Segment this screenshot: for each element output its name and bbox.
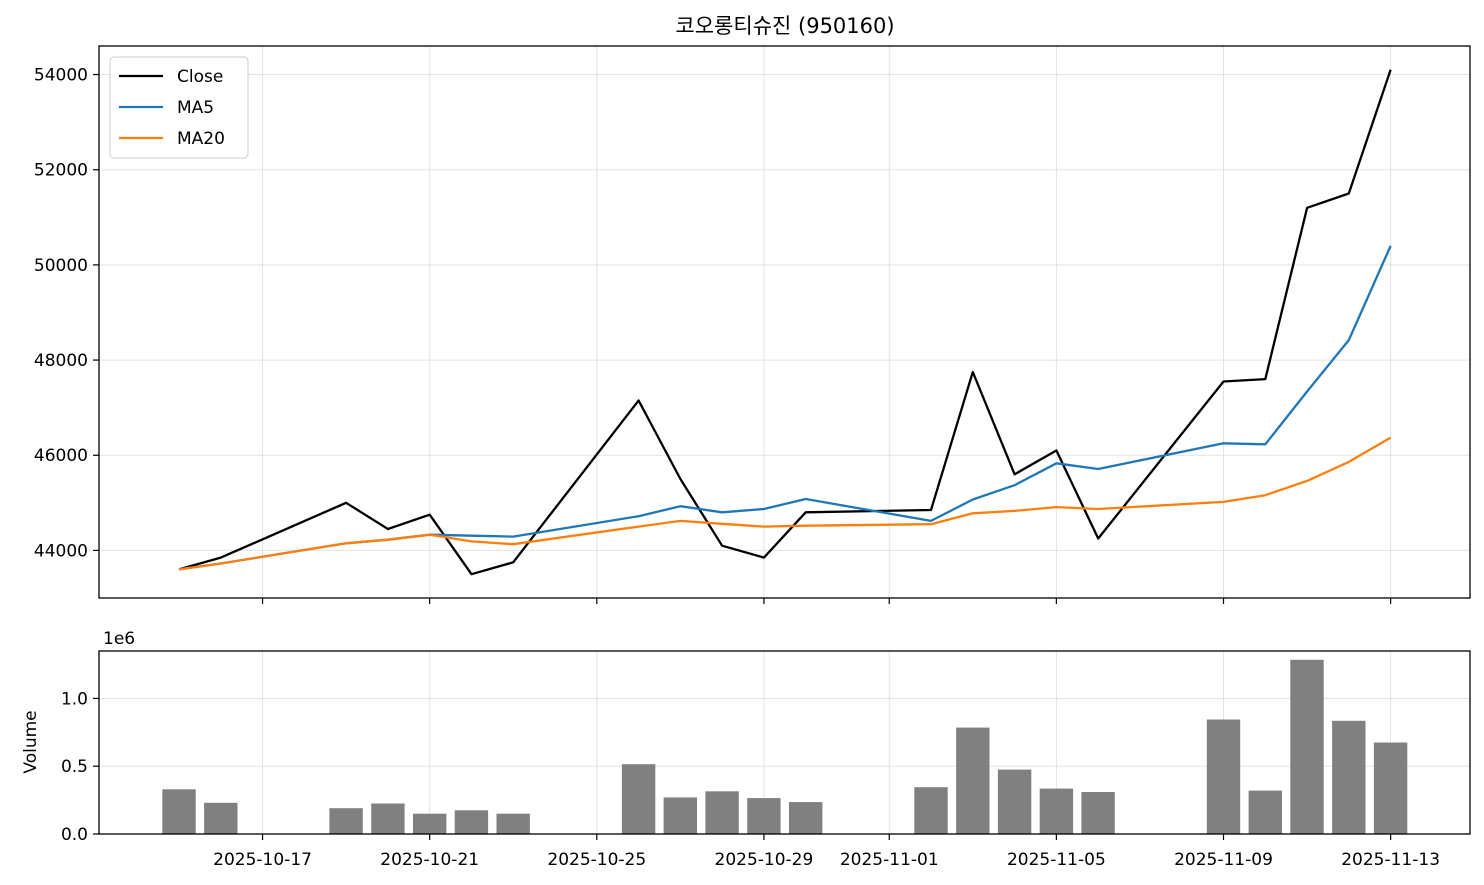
volume-ytick-label: 0.0 [61,825,88,845]
series-line-ma20 [178,436,1392,571]
price-ytick-label: 48000 [34,351,88,371]
price-lines [178,69,1392,576]
price-grid [99,46,1470,598]
volume-bar [1039,788,1074,834]
volume-xtick-label: 2025-10-21 [380,850,479,870]
volume-bar [204,802,238,834]
chart-title: 코오롱티슈진 (950160) [675,14,894,38]
volume-bar [1248,790,1282,834]
volume-bar [621,764,656,834]
volume-bar [1332,720,1366,834]
volume-bar [413,813,447,834]
volume-bar [956,727,990,834]
volume-bar [1206,719,1241,834]
volume-bar [705,791,739,834]
price-y-axis: 44000 46000 48000 50000 52000 54000 [34,66,99,561]
volume-bar [1081,792,1115,834]
volume-ytick-label: 1.0 [61,689,88,709]
volume-bar [454,810,489,834]
volume-xtick-label: 2025-10-29 [715,850,814,870]
volume-xtick-label: 2025-10-17 [213,850,312,870]
volume-xtick-label: 2025-11-01 [840,850,939,870]
price-plot-frame [98,45,1471,599]
volume-y-axis: 0.0 0.5 1.0 [61,689,99,845]
volume-axis-label: Volume [21,710,41,773]
volume-plot-frame [98,650,1471,835]
volume-xtick-label: 2025-10-25 [547,850,646,870]
price-x-ticks [261,598,1392,604]
volume-xtick-label: 2025-11-09 [1174,850,1273,870]
volume-xtick-label: 2025-11-13 [1341,850,1440,870]
volume-bar [329,808,363,834]
volume-bar [371,803,405,834]
volume-bar [663,797,697,834]
series-line-close [178,69,1392,576]
price-ytick-label: 50000 [34,256,88,276]
series-line-ma5 [178,245,1392,571]
price-ytick-label: 52000 [34,161,88,181]
volume-bars [162,659,1408,834]
legend-label-ma5: MA5 [177,98,214,118]
price-ytick-label: 54000 [34,66,88,86]
legend-box [109,56,249,159]
volume-xtick-label: 2025-11-05 [1007,850,1106,870]
legend-label-ma20: MA20 [177,129,225,149]
volume-bar [162,789,196,834]
volume-offset-label: 1e6 [103,629,135,649]
price-ytick-label: 44000 [34,541,88,561]
volume-bar [789,802,823,834]
volume-x-axis: 2025-10-17 2025-10-21 2025-10-25 2025-10-29… [213,834,1440,870]
volume-bar [997,769,1032,834]
legend-label-close: Close [177,67,223,87]
volume-bar [914,787,948,834]
volume-bar [1373,742,1408,834]
price-ytick-label: 46000 [34,446,88,466]
volume-ytick-label: 0.5 [61,757,88,777]
legend: Close MA5 MA20 [109,56,249,159]
volume-bar [1290,659,1324,834]
volume-bar [747,798,781,834]
volume-bar [496,813,530,834]
